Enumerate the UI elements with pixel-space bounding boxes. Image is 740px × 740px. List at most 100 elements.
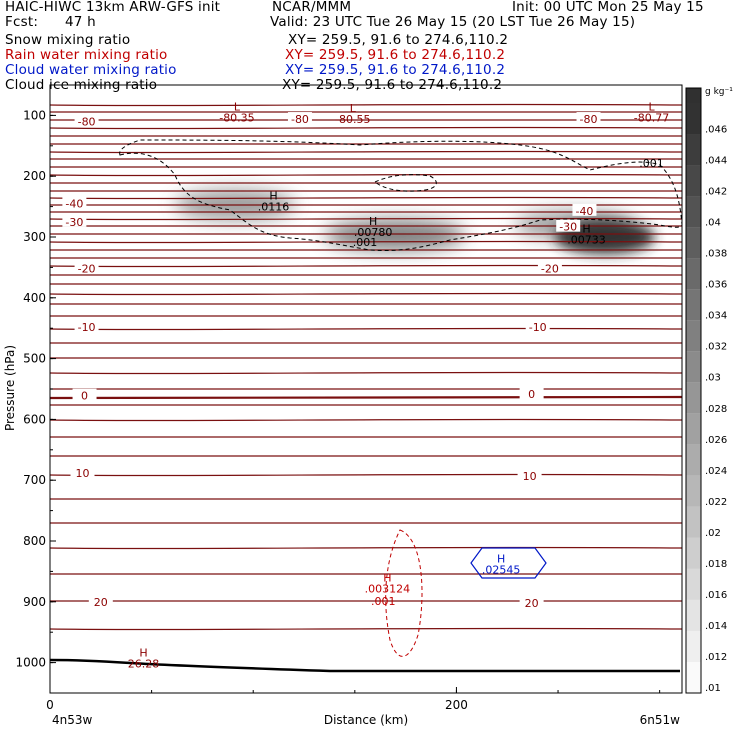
x-left-label: 4n53w xyxy=(52,713,93,727)
label-mask xyxy=(70,465,95,478)
isotherm-line xyxy=(49,150,683,154)
isotherm-line xyxy=(49,119,683,121)
colorbar-top xyxy=(686,88,701,104)
isotherm-line xyxy=(49,182,683,184)
extremum-value: .0116 xyxy=(258,200,290,213)
y-tick-label: 700 xyxy=(23,473,46,487)
snow-contour xyxy=(119,139,683,251)
label-mask xyxy=(519,386,544,399)
temperature-label: 20 xyxy=(525,597,539,610)
isotherm-line xyxy=(49,315,683,317)
isotherm-line xyxy=(49,217,683,221)
colorbar-swatch xyxy=(686,475,701,507)
colorbar-swatch xyxy=(686,599,701,631)
temperature-label: -30 xyxy=(65,216,83,229)
x-tick-label: 200 xyxy=(445,698,468,712)
colorbar-tick-label: .026 xyxy=(705,435,727,446)
isotherm-line xyxy=(49,455,683,457)
label-mask xyxy=(556,219,581,232)
colorbar-tick-label: .036 xyxy=(705,280,727,291)
colorbar-swatch xyxy=(686,258,701,290)
colorbar-tick-label: .012 xyxy=(705,652,727,663)
isotherm-line xyxy=(49,436,683,438)
colorbar-swatch xyxy=(686,630,701,662)
colorbar-tick-label: .044 xyxy=(705,156,727,167)
y-tick-label: 600 xyxy=(23,412,46,426)
terrain-line xyxy=(49,658,681,673)
colorbar-tick-label: .018 xyxy=(705,559,727,570)
forecast-label: Fcst: xyxy=(5,14,39,30)
colorbar-swatch xyxy=(686,289,701,321)
isotherm-line xyxy=(49,126,683,130)
y-tick-label: 200 xyxy=(23,169,46,183)
temperature-label: -20 xyxy=(78,263,96,276)
zero-isotherm xyxy=(49,395,683,400)
x-axis-title: Distance (km) xyxy=(324,713,408,727)
colorbar-tick-label: .028 xyxy=(705,404,727,415)
colorbar-tick-label: .038 xyxy=(705,249,727,260)
extremum-value: 26.28 xyxy=(128,658,160,671)
label-mask xyxy=(72,388,97,401)
field-xy-rain: XY= 259.5, 91.6 to 274.6,110.2 xyxy=(285,47,506,63)
temperature-label: -80 xyxy=(291,113,309,126)
init-time: Init: 00 UTC Mon 25 May 15 xyxy=(512,0,704,15)
y-tick-label: 800 xyxy=(23,534,46,548)
field-name-snow: Snow mixing ratio xyxy=(5,32,131,48)
isotherm-line xyxy=(49,190,683,192)
center-name: NCAR/MMM xyxy=(272,0,352,15)
colorbar-swatch xyxy=(686,506,701,538)
extremum-mark: L xyxy=(234,101,241,114)
snow-contour-main xyxy=(119,139,683,251)
x-tick-label: 0 xyxy=(46,698,54,712)
isotherm-line xyxy=(49,627,683,631)
colorbar-tick-label: .022 xyxy=(705,497,727,508)
isotherm-line xyxy=(49,357,683,359)
extremum-mark: L xyxy=(350,102,357,115)
extremum-mark: H xyxy=(269,189,277,202)
temperature-label: -20 xyxy=(541,263,559,276)
y-tick-label: 1000 xyxy=(15,656,46,670)
extremum-mark: H xyxy=(383,572,391,585)
extremum-value: -80.77 xyxy=(634,112,669,125)
extremum-mark: H xyxy=(139,647,147,660)
colorbar-tick-label: .032 xyxy=(705,342,727,353)
colorbar-swatch xyxy=(686,165,701,197)
isotherm-line xyxy=(49,522,683,524)
label-mask xyxy=(576,112,601,125)
colorbar-swatch xyxy=(686,444,701,476)
isotherm-line xyxy=(49,342,683,344)
y-tick-label: 100 xyxy=(23,108,46,122)
isotherm-line xyxy=(49,264,683,268)
colorbar-tick-label: .016 xyxy=(705,590,727,601)
isotherm-line xyxy=(49,546,683,550)
label-mask xyxy=(88,594,113,607)
y-axis-title: Pressure (hPa) xyxy=(3,345,17,431)
isotherm-line xyxy=(49,111,683,113)
label-mask xyxy=(572,203,597,216)
isotherm-line xyxy=(49,327,683,331)
colorbar: .01 .012 .014 .016 .018 .02 .022 .024 .026 .028 .0… xyxy=(685,87,733,694)
colorbar-tick-label: .03 xyxy=(705,373,721,384)
colorbar-tick-label: .04 xyxy=(705,218,721,229)
isotherm-line xyxy=(49,388,683,390)
isotherm-line xyxy=(49,103,683,107)
isotherm-line xyxy=(49,204,683,206)
extremum-value: .00733 xyxy=(567,234,606,247)
rain-contour xyxy=(385,529,423,657)
isotherm-line xyxy=(49,249,683,251)
temperature-label: -10 xyxy=(529,321,547,334)
isotherm-line xyxy=(49,196,683,200)
temperature-label: 0 xyxy=(81,390,88,403)
label-mask xyxy=(74,319,99,332)
colorbar-swatch xyxy=(686,382,701,414)
temperature-label: -30 xyxy=(559,221,577,234)
colorbar-tick-label: .024 xyxy=(705,466,727,477)
colorbar-swatch xyxy=(686,537,701,569)
temperature-label: 10 xyxy=(523,470,537,483)
isotherm-lines xyxy=(49,103,683,631)
isotherm-line xyxy=(49,166,683,168)
colorbar-swatch xyxy=(686,661,701,693)
isotherm-line xyxy=(49,233,683,235)
extremum-mark: L xyxy=(648,101,655,114)
